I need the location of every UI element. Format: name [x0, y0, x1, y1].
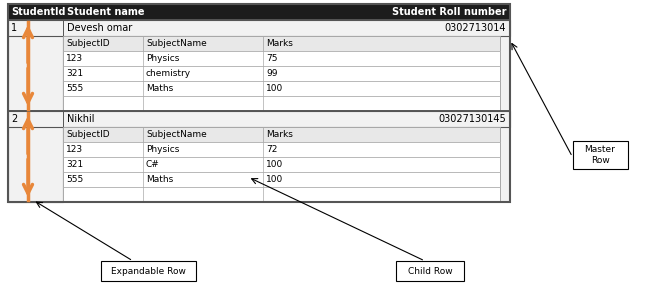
- Bar: [63, 127, 500, 142]
- Bar: [63, 172, 500, 187]
- Bar: [500, 36, 510, 111]
- Text: Child Row: Child Row: [408, 267, 452, 275]
- Bar: [63, 36, 500, 51]
- Text: Maths: Maths: [146, 84, 174, 93]
- Text: SubjectName: SubjectName: [146, 39, 207, 48]
- Bar: [63, 142, 500, 157]
- Text: 555: 555: [66, 84, 83, 93]
- Text: 100: 100: [266, 84, 283, 93]
- Text: 321: 321: [66, 160, 83, 169]
- Bar: [8, 4, 510, 202]
- Text: 555: 555: [66, 175, 83, 184]
- Bar: [8, 20, 510, 36]
- Bar: [101, 261, 196, 281]
- Text: 100: 100: [266, 160, 283, 169]
- Text: 03027130145: 03027130145: [438, 114, 506, 124]
- Text: 100: 100: [266, 175, 283, 184]
- Text: chemistry: chemistry: [146, 69, 191, 78]
- Text: Student Roll number: Student Roll number: [391, 7, 506, 17]
- Text: 0302713014: 0302713014: [445, 23, 506, 33]
- Text: StudentId: StudentId: [11, 7, 66, 17]
- Text: C#: C#: [146, 160, 160, 169]
- Text: 99: 99: [266, 69, 278, 78]
- Text: Marks: Marks: [266, 130, 293, 139]
- Text: SubjectName: SubjectName: [146, 130, 207, 139]
- Text: 321: 321: [66, 69, 83, 78]
- Bar: [63, 81, 500, 96]
- Bar: [8, 111, 510, 127]
- Bar: [8, 20, 510, 111]
- Bar: [8, 111, 510, 202]
- Bar: [573, 141, 627, 169]
- Bar: [8, 111, 63, 202]
- Text: Physics: Physics: [146, 54, 179, 63]
- Text: Nikhil: Nikhil: [67, 114, 94, 124]
- Text: Physics: Physics: [146, 145, 179, 154]
- Text: 123: 123: [66, 145, 83, 154]
- Text: Devesh omar: Devesh omar: [67, 23, 132, 33]
- Text: Student name: Student name: [67, 7, 144, 17]
- Bar: [63, 187, 500, 202]
- Text: Master
Row: Master Row: [584, 145, 616, 165]
- Text: Expandable Row: Expandable Row: [111, 267, 185, 275]
- Bar: [63, 51, 500, 66]
- Text: Marks: Marks: [266, 39, 293, 48]
- Bar: [63, 157, 500, 172]
- Bar: [63, 66, 500, 81]
- Text: SubjectID: SubjectID: [66, 130, 110, 139]
- Bar: [63, 96, 500, 111]
- Text: 2: 2: [11, 114, 18, 124]
- Text: SubjectID: SubjectID: [66, 39, 110, 48]
- Text: 72: 72: [266, 145, 278, 154]
- Text: 75: 75: [266, 54, 278, 63]
- Bar: [396, 261, 464, 281]
- Bar: [500, 127, 510, 202]
- Text: Maths: Maths: [146, 175, 174, 184]
- Bar: [8, 20, 63, 111]
- Text: 123: 123: [66, 54, 83, 63]
- Bar: [8, 4, 510, 20]
- Text: 1: 1: [11, 23, 17, 33]
